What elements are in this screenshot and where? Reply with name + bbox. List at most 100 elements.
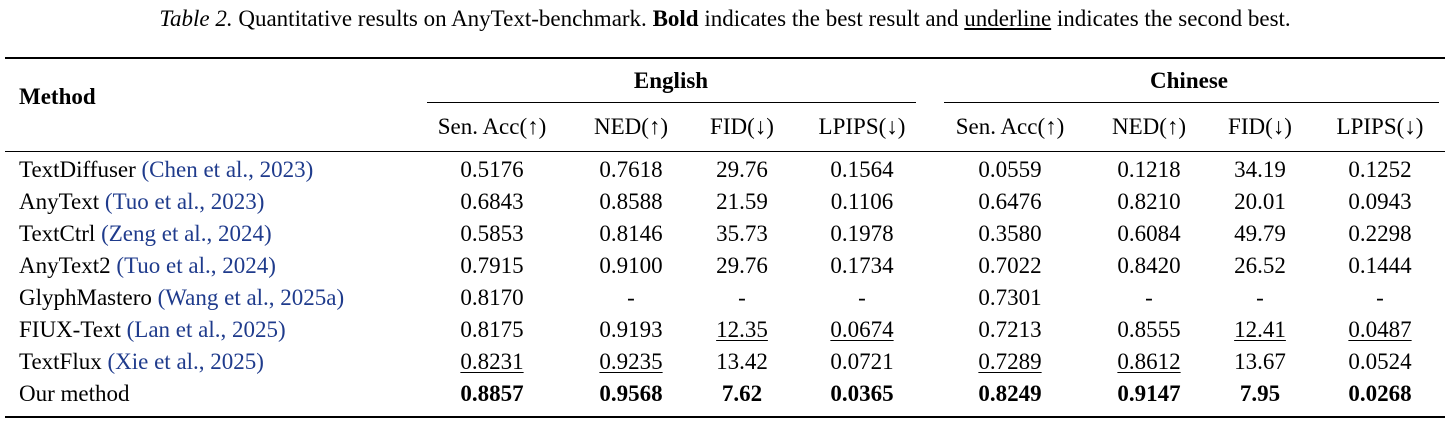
value-cell: 0.8588 bbox=[599, 189, 663, 214]
value-cell: 0.1444 bbox=[1348, 253, 1412, 278]
header-rule bbox=[5, 151, 1445, 152]
column-header: LPIPS(↓) bbox=[1336, 114, 1424, 139]
value-cell: 20.01 bbox=[1234, 189, 1286, 214]
value-cell: 0.5853 bbox=[460, 221, 524, 246]
value-cell: 0.7618 bbox=[599, 157, 663, 182]
bottom-rule bbox=[5, 416, 1445, 418]
value-cell: 26.52 bbox=[1234, 253, 1286, 278]
method-cell: AnyText2 (Tuo et al., 2024) bbox=[19, 251, 276, 281]
table-caption: Table 2. Quantitative results on AnyText… bbox=[0, 4, 1450, 34]
value-cell: 12.35 bbox=[716, 317, 768, 342]
value-cell: 0.7915 bbox=[460, 253, 524, 278]
value-cell: 0.8857 bbox=[460, 381, 524, 406]
column-header: FID(↓) bbox=[1228, 114, 1292, 139]
value-cell: 0.1978 bbox=[830, 221, 894, 246]
citation-link[interactable]: (Zeng et al., 2024) bbox=[101, 221, 272, 246]
column-header: NED(↑) bbox=[593, 114, 669, 139]
method-name: TextFlux bbox=[19, 349, 102, 374]
method-cell: TextCtrl (Zeng et al., 2024) bbox=[19, 219, 272, 249]
value-cell: 0.6476 bbox=[978, 189, 1042, 214]
value-cell: 0.7301 bbox=[978, 285, 1042, 310]
value-cell: 21.59 bbox=[716, 189, 768, 214]
value-cell: 0.8249 bbox=[978, 381, 1042, 406]
caption-text-1: Quantitative results on AnyText-benchmar… bbox=[238, 6, 647, 31]
method-cell: GlyphMastero (Wang et al., 2025a) bbox=[19, 283, 344, 313]
method-name: AnyText bbox=[19, 189, 100, 214]
value-cell: 0.2298 bbox=[1348, 221, 1412, 246]
value-cell: 29.76 bbox=[716, 157, 768, 182]
value-cell: 0.9193 bbox=[599, 317, 663, 342]
method-name: FIUX-Text bbox=[19, 317, 121, 342]
caption-text-3: indicates the second best. bbox=[1056, 6, 1291, 31]
value-cell: 0.0559 bbox=[978, 157, 1042, 182]
value-cell: 0.0524 bbox=[1348, 349, 1412, 374]
value-cell: 13.67 bbox=[1234, 349, 1286, 374]
column-header: Sen. Acc(↑) bbox=[955, 114, 1065, 139]
column-header: FID(↓) bbox=[710, 114, 774, 139]
citation-link[interactable]: (Tuo et al., 2024) bbox=[116, 253, 276, 278]
value-cell: 0.8146 bbox=[599, 221, 663, 246]
value-cell: 0.3580 bbox=[978, 221, 1042, 246]
value-cell: 0.8210 bbox=[1117, 189, 1181, 214]
value-cell: 0.8175 bbox=[460, 317, 524, 342]
column-header: LPIPS(↓) bbox=[818, 114, 906, 139]
value-cell: - bbox=[1256, 285, 1264, 310]
method-name: Our method bbox=[19, 381, 130, 406]
value-cell: - bbox=[738, 285, 746, 310]
caption-underline-word: underline bbox=[964, 6, 1052, 31]
value-cell: 0.9568 bbox=[599, 381, 663, 406]
english-cmidrule bbox=[427, 102, 916, 103]
value-cell: 0.7289 bbox=[978, 349, 1042, 374]
top-rule bbox=[5, 57, 1445, 59]
value-cell: 0.0365 bbox=[830, 381, 894, 406]
value-cell: 49.79 bbox=[1234, 221, 1286, 246]
value-cell: 0.1734 bbox=[830, 253, 894, 278]
value-cell: 0.9100 bbox=[599, 253, 663, 278]
citation-link[interactable]: (Wang et al., 2025a) bbox=[157, 285, 345, 310]
value-cell: 0.7022 bbox=[978, 253, 1042, 278]
value-cell: 13.42 bbox=[716, 349, 768, 374]
value-cell: - bbox=[1376, 285, 1384, 310]
value-cell: 0.9147 bbox=[1117, 381, 1181, 406]
value-cell: 0.0487 bbox=[1348, 317, 1412, 342]
value-cell: - bbox=[627, 285, 635, 310]
citation-link[interactable]: (Xie et al., 2025) bbox=[107, 349, 264, 374]
value-cell: 29.76 bbox=[716, 253, 768, 278]
value-cell: 7.95 bbox=[1239, 381, 1281, 406]
group-header-english: English bbox=[633, 68, 709, 93]
method-name: TextDiffuser bbox=[19, 157, 136, 182]
value-cell: 0.1564 bbox=[830, 157, 894, 182]
value-cell: - bbox=[1145, 285, 1153, 310]
value-cell: 0.8420 bbox=[1117, 253, 1181, 278]
caption-text-2: indicates the best result and bbox=[704, 6, 959, 31]
method-name: TextCtrl bbox=[19, 221, 96, 246]
value-cell: 0.1218 bbox=[1117, 157, 1181, 182]
method-cell: TextFlux (Xie et al., 2025) bbox=[19, 347, 264, 377]
method-name: AnyText2 bbox=[19, 253, 111, 278]
method-name: GlyphMastero bbox=[19, 285, 152, 310]
value-cell: 0.0268 bbox=[1348, 381, 1412, 406]
value-cell: 0.8170 bbox=[460, 285, 524, 310]
value-cell: 34.19 bbox=[1234, 157, 1286, 182]
value-cell: 0.8231 bbox=[460, 349, 524, 374]
value-cell: 0.0721 bbox=[830, 349, 894, 374]
value-cell: 0.9235 bbox=[599, 349, 663, 374]
caption-bold-word: Bold bbox=[652, 6, 699, 31]
value-cell: 35.73 bbox=[716, 221, 768, 246]
value-cell: 0.0943 bbox=[1348, 189, 1412, 214]
citation-link[interactable]: (Chen et al., 2023) bbox=[141, 157, 314, 182]
value-cell: 0.8555 bbox=[1117, 317, 1181, 342]
chinese-cmidrule bbox=[944, 102, 1439, 103]
value-cell: 7.62 bbox=[721, 381, 763, 406]
value-cell: 0.0674 bbox=[830, 317, 894, 342]
group-header-chinese: Chinese bbox=[1150, 68, 1228, 93]
citation-link[interactable]: (Tuo et al., 2023) bbox=[104, 189, 265, 214]
value-cell: 0.6084 bbox=[1117, 221, 1181, 246]
method-cell: FIUX-Text (Lan et al., 2025) bbox=[19, 315, 286, 345]
citation-link[interactable]: (Lan et al., 2025) bbox=[126, 317, 286, 342]
column-header: Sen. Acc(↑) bbox=[437, 114, 547, 139]
value-cell: 0.1106 bbox=[830, 189, 894, 214]
method-cell: TextDiffuser (Chen et al., 2023) bbox=[19, 155, 313, 185]
value-cell: 0.1252 bbox=[1348, 157, 1412, 182]
method-cell: AnyText (Tuo et al., 2023) bbox=[19, 187, 264, 217]
